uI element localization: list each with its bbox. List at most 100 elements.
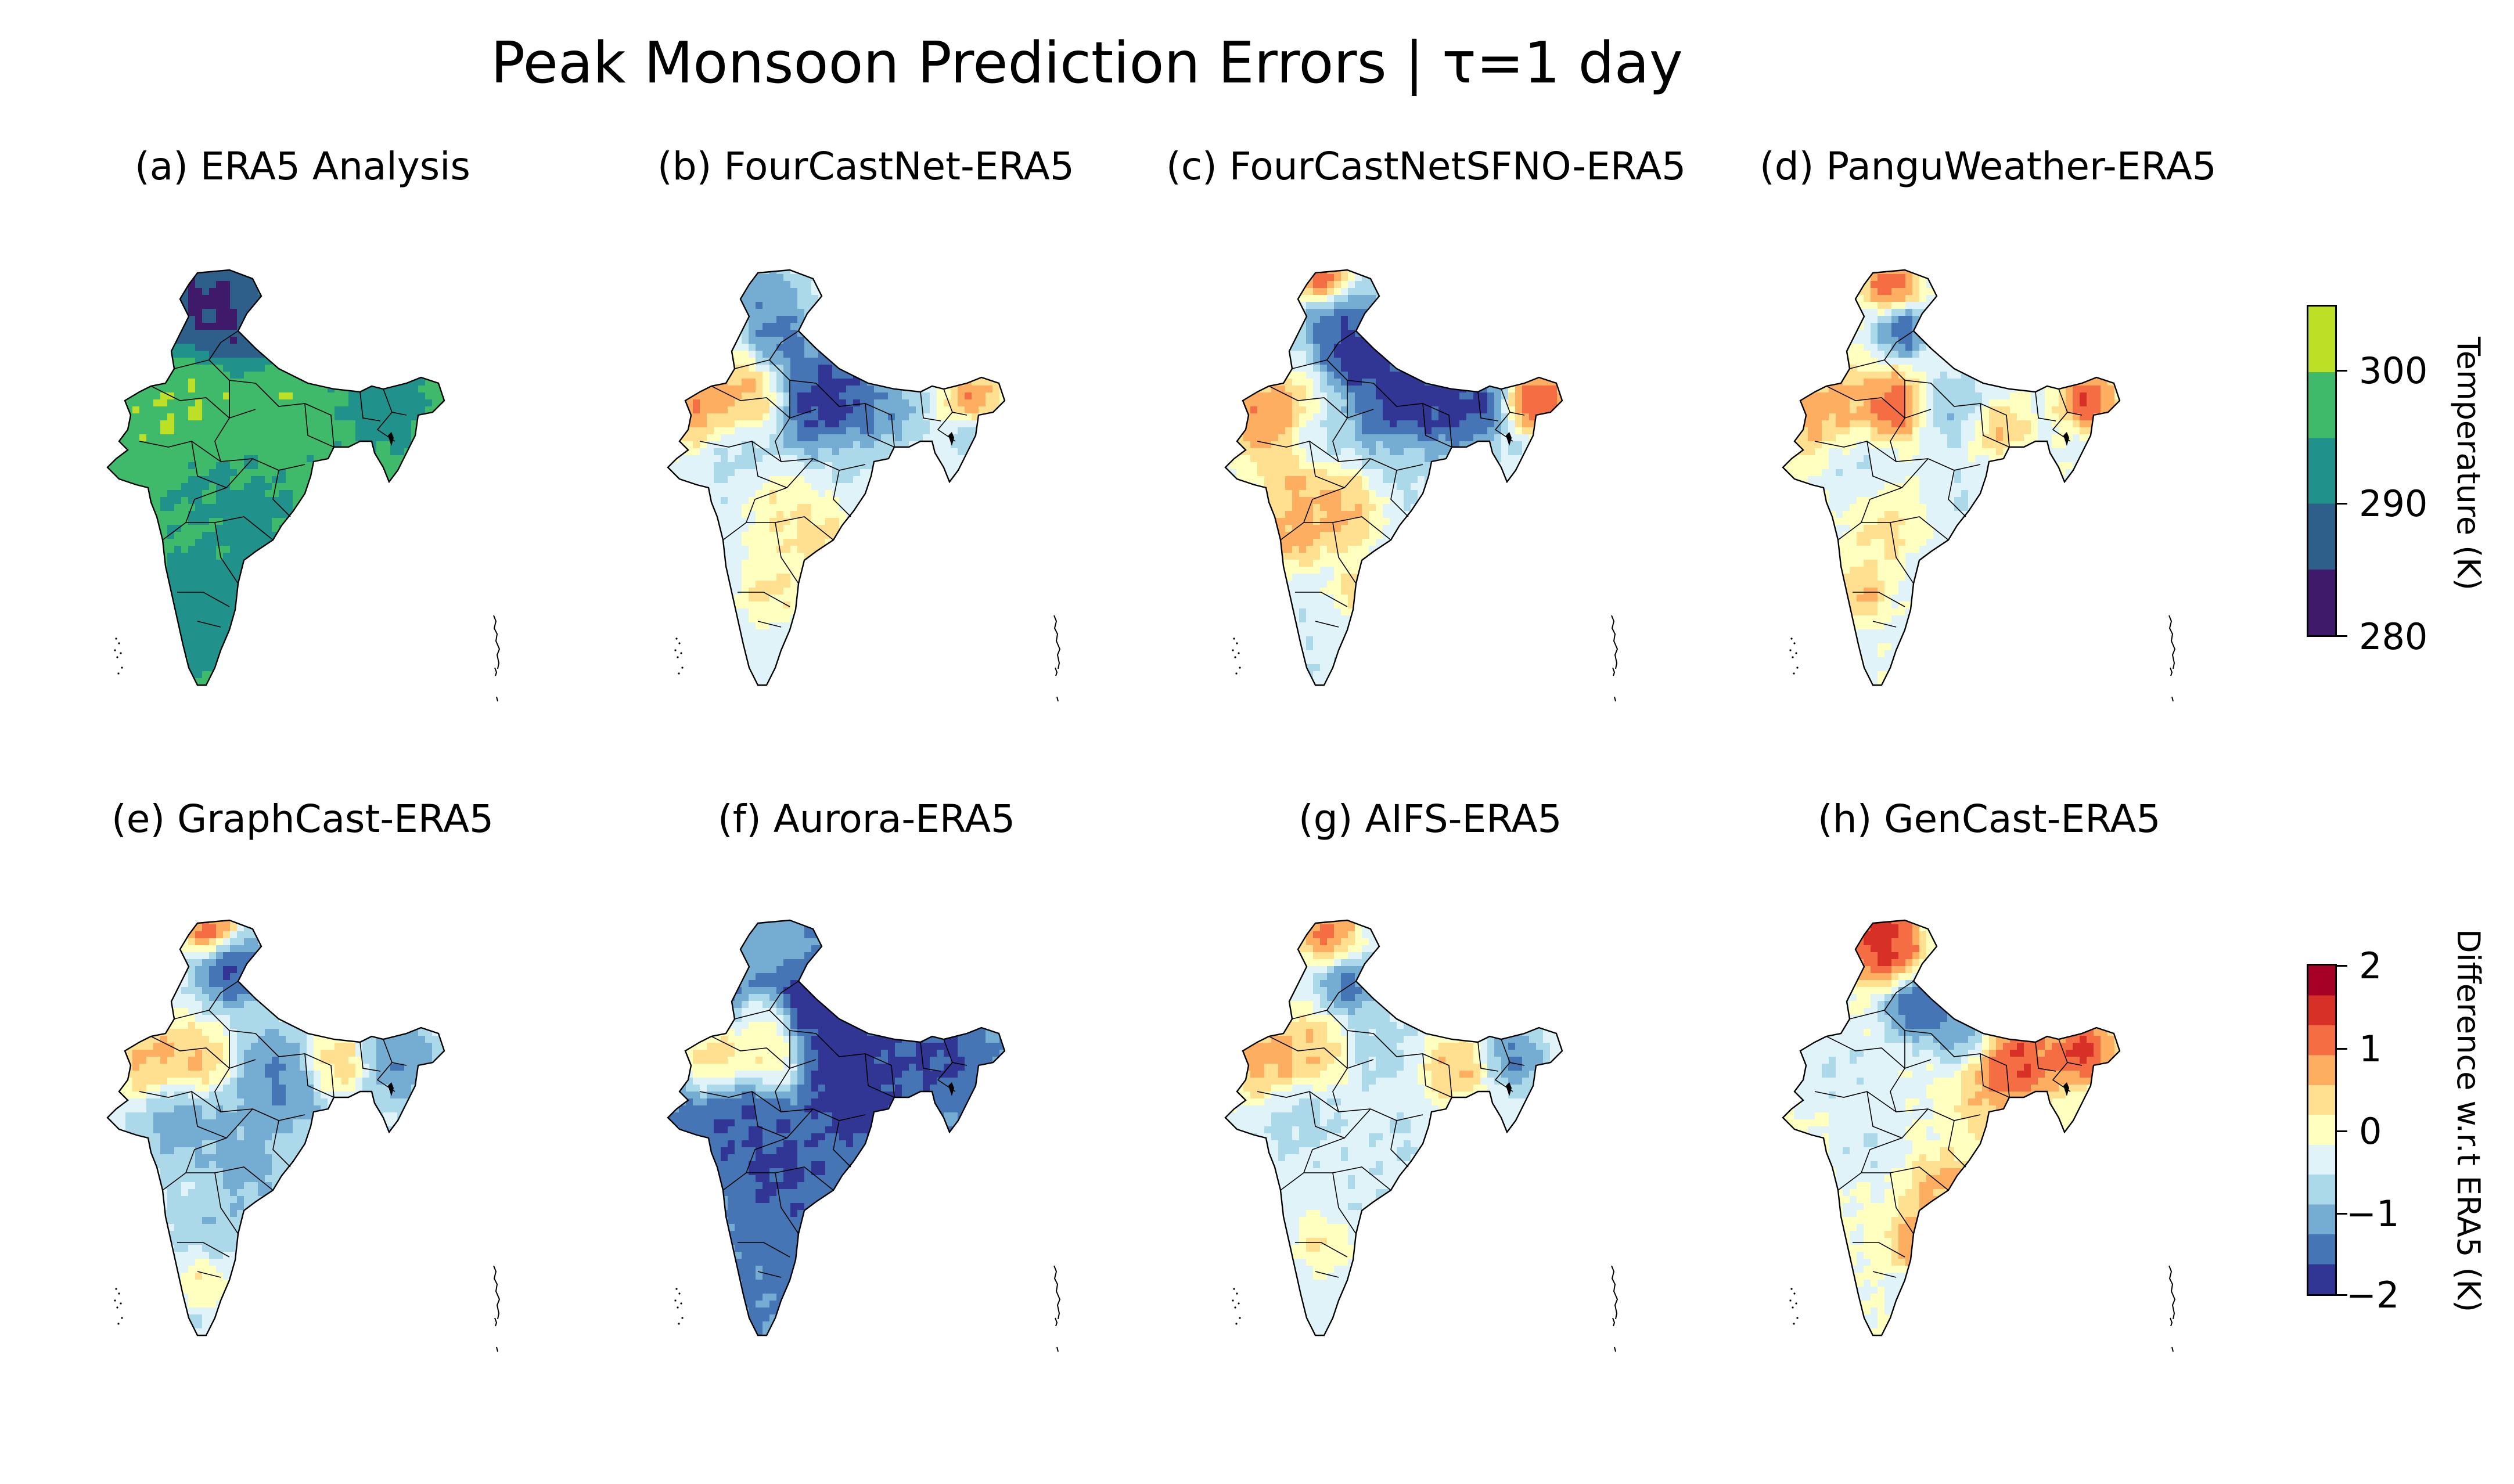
state-border <box>304 403 335 448</box>
map-panel-f <box>667 919 1061 1352</box>
state-border <box>185 487 227 523</box>
field-layer <box>1225 920 1562 1335</box>
state-border <box>359 391 381 422</box>
lakshadweep-island <box>678 642 681 644</box>
lakshadweep-island <box>114 649 116 651</box>
state-border <box>214 380 253 462</box>
andaman-islands <box>1611 615 1619 702</box>
lakshadweep-island <box>1239 667 1241 669</box>
state-border <box>1332 380 1371 462</box>
difference-tick-2: 2 <box>2359 945 2382 987</box>
lakshadweep-island <box>118 642 120 644</box>
country-outline <box>667 919 1006 1337</box>
lakshadweep-island <box>1235 1323 1238 1325</box>
state-border <box>711 1036 817 1069</box>
temperature-tick-mark <box>2337 370 2347 372</box>
figure-title: Peak Monsoon Prediction Errors | τ=1 day <box>491 30 1683 96</box>
temperature-tick-280: 280 <box>2359 615 2427 658</box>
lakshadweep-island <box>1795 1302 1797 1305</box>
lakshadweep-island <box>678 672 680 675</box>
state-border <box>1257 1091 1339 1112</box>
state-border <box>1884 330 1914 361</box>
lakshadweep-island <box>674 1299 677 1302</box>
country-outline <box>106 269 445 686</box>
state-border <box>1866 1091 1929 1139</box>
lakshadweep-island <box>1238 1302 1240 1305</box>
coastline-detail <box>948 1082 954 1096</box>
state-border <box>208 981 239 1011</box>
lakshadweep-island <box>1239 1317 1241 1319</box>
lakshadweep-island <box>114 1299 116 1302</box>
lakshadweep-island <box>1793 642 1796 644</box>
state-border <box>1268 1036 1374 1069</box>
state-border <box>769 330 799 361</box>
panel-a-title: (a) ERA5 Analysis <box>135 144 470 189</box>
state-border <box>920 1042 941 1072</box>
lakshadweep-island <box>1793 672 1795 675</box>
map-panel-b <box>667 269 1061 702</box>
state-border <box>359 1042 381 1072</box>
state-border <box>174 1010 256 1034</box>
lakshadweep-island <box>121 667 123 669</box>
country-outline <box>1782 269 2121 686</box>
lakshadweep-island <box>1234 656 1236 658</box>
field-layer <box>668 920 1005 1335</box>
state-border <box>711 386 817 419</box>
difference-tick-mark <box>2337 1130 2347 1132</box>
state-border <box>920 391 941 422</box>
andaman-islands <box>2168 1265 2176 1352</box>
state-border <box>738 1242 790 1258</box>
country-outline <box>1224 919 1563 1337</box>
state-border <box>1890 1031 1929 1112</box>
lakshadweep-island <box>675 637 678 640</box>
state-border <box>1948 1120 1966 1168</box>
state-border <box>2035 391 2056 422</box>
difference-colorbar-label: Difference w.r.t ERA5 (K) <box>2450 929 2487 1312</box>
lakshadweep-island <box>1793 1323 1795 1325</box>
state-border <box>1257 441 1339 462</box>
lakshadweep-island <box>1236 1292 1238 1295</box>
state-border <box>177 1242 230 1258</box>
country-outline <box>1782 919 2121 1337</box>
difference-colorbar <box>2307 964 2337 1296</box>
state-border <box>775 1031 814 1112</box>
andaman-islands <box>1053 615 1061 702</box>
map-panel-c <box>1224 269 1619 702</box>
state-border <box>746 487 787 523</box>
panel-c-title: (c) FourCastNetSFNO-ERA5 <box>1166 144 1686 189</box>
state-border <box>191 441 253 488</box>
lakshadweep-island <box>678 1292 681 1295</box>
lakshadweep-island <box>681 1317 684 1319</box>
state-border <box>734 1010 817 1034</box>
state-border <box>757 621 782 628</box>
temperature-colorbar <box>2307 305 2337 637</box>
state-border <box>833 1120 851 1168</box>
state-border <box>775 380 814 462</box>
state-border <box>1309 1091 1371 1139</box>
country-outline <box>667 269 1006 686</box>
difference-tick-1: 1 <box>2359 1028 2382 1070</box>
lakshadweep-island <box>1233 637 1235 640</box>
state-border <box>738 592 790 607</box>
state-border <box>139 1091 221 1112</box>
state-border <box>214 1172 239 1234</box>
state-border <box>1980 403 2010 448</box>
map-panel-d <box>1782 269 2176 702</box>
lakshadweep-island <box>115 637 117 640</box>
state-border <box>177 592 230 607</box>
state-border <box>1326 981 1357 1011</box>
country-outline <box>1224 269 1563 686</box>
temperature-tick-300: 300 <box>2359 350 2427 392</box>
state-border <box>214 1031 253 1112</box>
lakshadweep-island <box>1233 1288 1235 1290</box>
panel-g-title: (g) AIFS-ERA5 <box>1299 797 1562 841</box>
andaman-islands <box>2168 615 2176 702</box>
state-border <box>1853 592 1905 607</box>
state-border <box>1826 1036 1932 1069</box>
state-border <box>139 441 221 462</box>
state-border <box>1814 1091 1897 1112</box>
lakshadweep-island <box>1789 649 1792 651</box>
field-layer <box>1783 270 2120 685</box>
field-layer <box>668 270 1005 685</box>
state-border <box>865 1053 895 1098</box>
